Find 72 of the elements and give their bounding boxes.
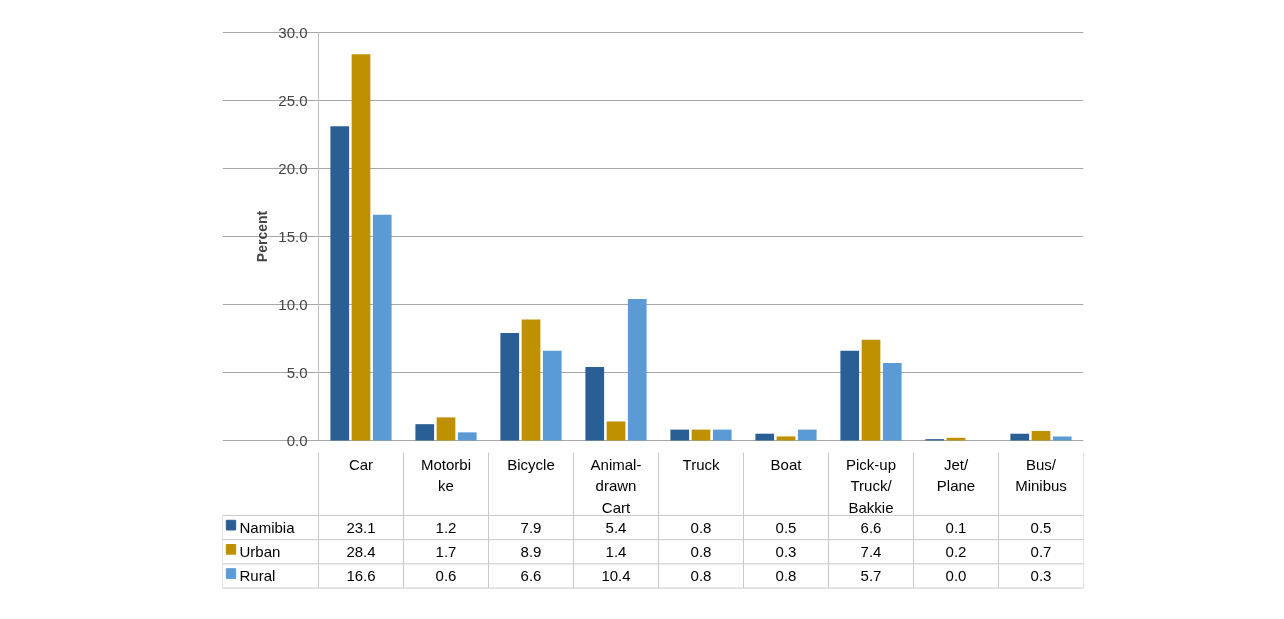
bar [882, 362, 902, 441]
data-label: 0.6 [435, 566, 457, 584]
bar [840, 350, 860, 441]
data-label: 10.4 [601, 566, 631, 584]
data-label: 1.4 [605, 542, 627, 560]
y-tick-label: 15.0 [278, 227, 308, 245]
y-tick-label: 10.0 [278, 295, 308, 313]
x-tick-label: Boat [770, 456, 803, 474]
y-tick-label: 30.0 [278, 23, 308, 41]
data-label: 0.1 [945, 518, 967, 536]
x-tick-label: Truck [682, 456, 720, 474]
x-tick-label: Animal- drawn Cart [590, 456, 642, 516]
legend-label: Rural [239, 567, 276, 585]
y-tick-label: 25.0 [278, 91, 308, 109]
bar [585, 367, 605, 441]
bar [330, 126, 350, 441]
y-tick-label: 0.0 [286, 431, 308, 449]
data-label: 0.5 [1030, 518, 1052, 536]
data-label: 0.0 [945, 566, 967, 584]
data-label: 5.7 [860, 566, 882, 584]
x-tick-label: Bus/ Minibus [1015, 456, 1067, 495]
data-label: 0.3 [1030, 566, 1052, 584]
bar [606, 421, 626, 441]
x-tick-label: Motorbi ke [420, 456, 472, 495]
data-label: 6.6 [520, 566, 542, 584]
y-tick-label: 20.0 [278, 159, 308, 177]
data-label: 28.4 [346, 542, 376, 560]
data-label: 7.9 [520, 518, 542, 536]
bar [436, 417, 456, 441]
y-tick-label: 5.0 [286, 363, 308, 381]
legend-label: Namibia [239, 519, 296, 537]
data-label: 0.8 [775, 566, 797, 584]
bar [1031, 430, 1051, 441]
bar [797, 429, 817, 441]
bar [1010, 433, 1030, 441]
bar [712, 429, 732, 441]
x-tick-label: Jet/ Plane [936, 456, 976, 495]
data-label: 7.4 [860, 542, 882, 560]
bar [627, 299, 647, 441]
bar [861, 339, 881, 441]
bar [946, 437, 966, 441]
bar [372, 214, 392, 441]
data-label: 0.7 [1030, 542, 1052, 560]
bar [776, 436, 796, 441]
bar [521, 319, 541, 441]
data-label: 0.5 [775, 518, 797, 536]
x-tick-label: Car [348, 456, 374, 474]
data-label: 1.2 [435, 518, 457, 536]
data-label: 5.4 [605, 518, 627, 536]
bar [670, 429, 690, 441]
data-label: 8.9 [520, 542, 542, 560]
y-axis-title: Percent [254, 210, 271, 263]
data-label: 0.3 [775, 542, 797, 560]
bar [1052, 436, 1072, 441]
x-tick-label: Bicycle [507, 456, 555, 474]
bar [542, 350, 562, 441]
bar [351, 54, 371, 441]
data-label: 0.8 [690, 518, 712, 536]
data-label: 23.1 [346, 518, 376, 536]
bar [755, 433, 775, 441]
data-label: 0.8 [690, 542, 712, 560]
bar [691, 429, 711, 441]
data-label: 16.6 [346, 566, 376, 584]
data-label: 1.7 [435, 542, 457, 560]
bar [415, 424, 435, 441]
data-label: 6.6 [860, 518, 882, 536]
data-label: 0.8 [690, 566, 712, 584]
data-label: 0.2 [945, 542, 967, 560]
x-tick-label: Pick-up Truck/ Bakkie [845, 456, 897, 516]
bar [500, 333, 520, 441]
bar [457, 432, 477, 441]
legend-label: Urban [239, 543, 281, 561]
